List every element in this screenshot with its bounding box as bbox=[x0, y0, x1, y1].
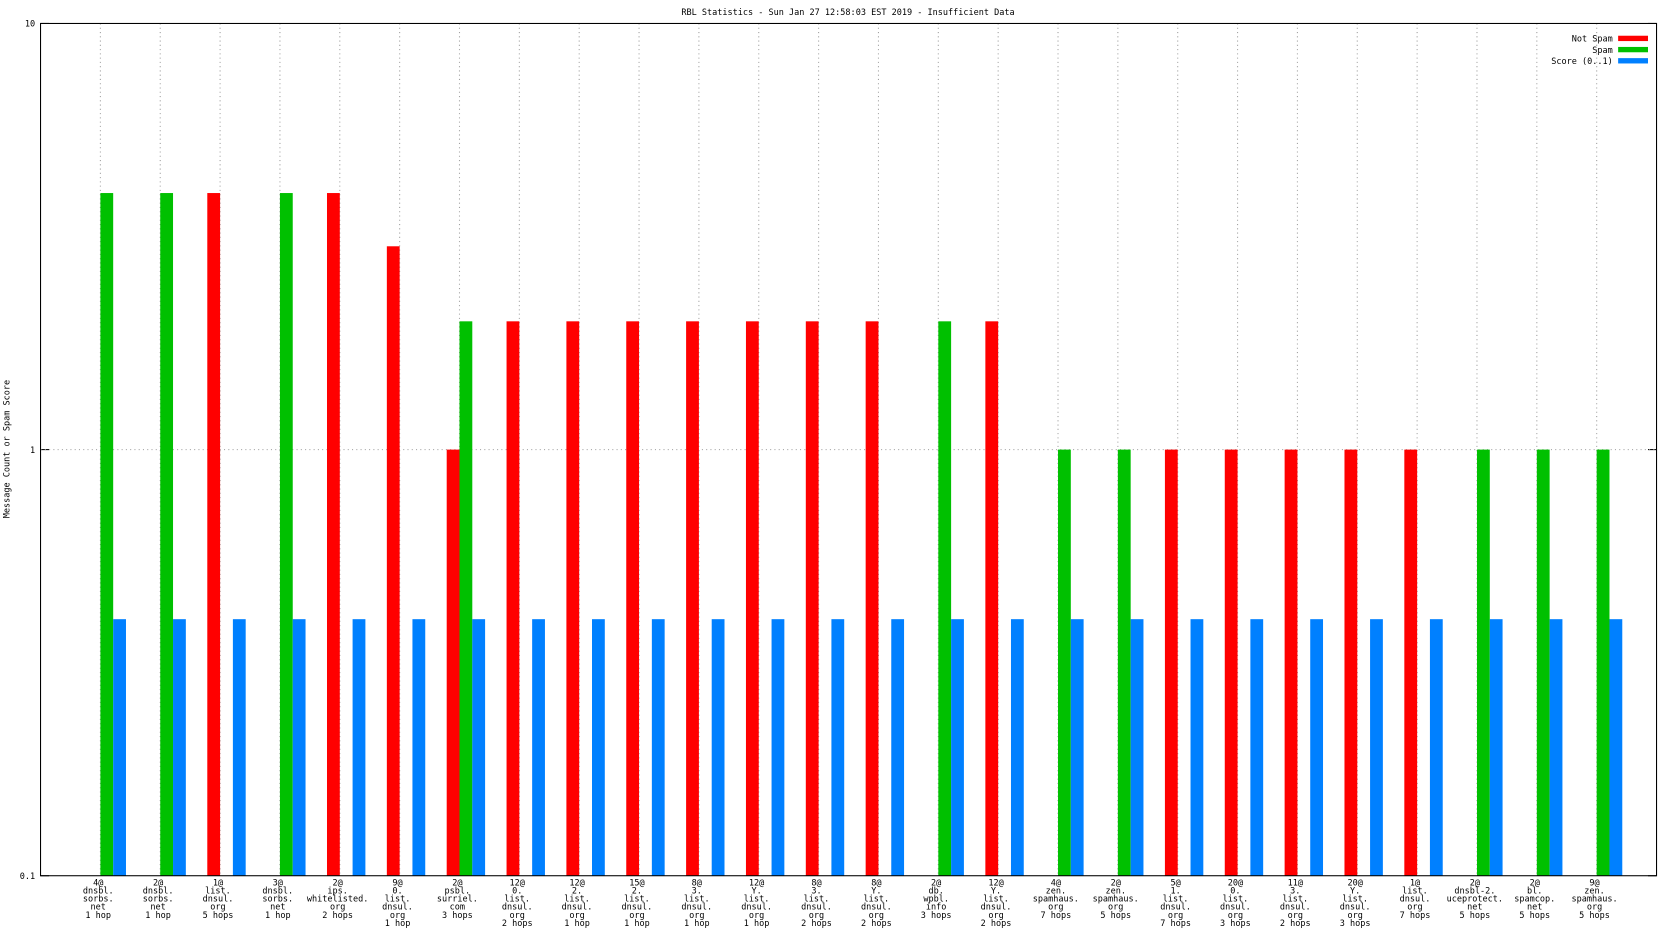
bar bbox=[626, 321, 640, 876]
bar bbox=[938, 321, 952, 876]
bar bbox=[1117, 449, 1131, 876]
y-axis-label: Message Count or Spam Score bbox=[3, 380, 13, 518]
x-tick-label: 2@ bl. spamcop. net 5 hops bbox=[1514, 878, 1555, 920]
bar bbox=[831, 619, 845, 876]
bar bbox=[292, 619, 306, 876]
x-tick-label: 9@ zen. spamhaus. org 5 hops bbox=[1571, 878, 1617, 920]
x-tick-label: 9@ 0. list. dnsul. org 1 hop bbox=[382, 878, 413, 929]
bar bbox=[891, 619, 905, 876]
x-tick-label: 3@ dnsbl. sorbs. net 1 hop bbox=[262, 878, 293, 920]
bar bbox=[1130, 619, 1144, 876]
bar bbox=[1010, 619, 1024, 876]
bar bbox=[805, 321, 819, 876]
x-tick-label: 2@ dnsbl. sorbs. net 1 hop bbox=[143, 878, 174, 920]
bar bbox=[1489, 619, 1503, 876]
bar bbox=[745, 321, 759, 876]
bar bbox=[506, 321, 520, 876]
x-tick-label: 8@ 3. list. dnsul. org 1 hop bbox=[681, 878, 712, 929]
x-tick-label: 12@ 2. list. dnsul. org 1 hop bbox=[562, 878, 593, 929]
bar bbox=[1404, 449, 1418, 876]
bar bbox=[1058, 449, 1071, 876]
x-tick-label: 2@ zen. spamhaus. org 5 hops bbox=[1093, 878, 1139, 920]
bar bbox=[326, 193, 340, 876]
bar bbox=[1224, 449, 1238, 876]
bar bbox=[207, 193, 221, 876]
bar bbox=[532, 619, 545, 876]
legend-label: Spam bbox=[1592, 46, 1613, 56]
x-tick-label: 4@ zen. spamhaus. org 7 hops bbox=[1033, 878, 1079, 920]
bar bbox=[985, 321, 999, 876]
bar bbox=[686, 321, 699, 876]
bar bbox=[459, 321, 473, 876]
y-tick-label: 0.1 bbox=[20, 872, 35, 882]
bar bbox=[1549, 619, 1563, 876]
y-tick-label: 1 bbox=[30, 446, 35, 456]
x-tick-label: 15@ 2. list. dnsul. org 1 hop bbox=[622, 878, 653, 929]
bar bbox=[951, 619, 964, 876]
bar bbox=[1476, 449, 1490, 876]
bar bbox=[160, 193, 174, 876]
x-tick-label: 8@ 3. list. dnsul. org 2 hops bbox=[801, 878, 832, 929]
bar bbox=[1596, 449, 1610, 876]
bar bbox=[472, 619, 486, 876]
bar bbox=[1536, 449, 1550, 876]
x-tick-label: 2@ psbl. surriel. com 3 hops bbox=[437, 878, 478, 920]
x-tick-label: 2@ dnsbl-2. uceprotect. net 5 hops bbox=[1447, 878, 1503, 920]
x-tick-label: 20@ 0. list. dnsul. org 3 hops bbox=[1220, 878, 1251, 929]
bar bbox=[1190, 619, 1204, 876]
bar bbox=[113, 619, 126, 876]
bar bbox=[1370, 619, 1383, 876]
bar bbox=[386, 246, 400, 876]
legend-swatch bbox=[1618, 58, 1648, 64]
bar bbox=[100, 193, 114, 876]
bar bbox=[1284, 449, 1298, 876]
x-tick-label: 20@ Y. list. dnsul. org 3 hops bbox=[1340, 878, 1371, 929]
bar bbox=[446, 449, 460, 876]
bar bbox=[711, 619, 725, 876]
y-tick-label: 10 bbox=[25, 20, 35, 30]
x-tick-label: 1@ list. dnsul. org 7 hops bbox=[1400, 878, 1431, 920]
bar bbox=[173, 619, 186, 876]
bar bbox=[1344, 449, 1358, 876]
bar bbox=[1164, 449, 1178, 876]
x-tick-label: 2@ ips. whitelisted. org 2 hops bbox=[307, 878, 369, 920]
bar bbox=[771, 619, 785, 876]
x-tick-label: 8@ Y. list. dnsul. org 2 hops bbox=[861, 878, 892, 929]
x-tick-label: 4@ dnsbl. sorbs. net 1 hop bbox=[83, 878, 114, 920]
legend-swatch bbox=[1618, 35, 1648, 42]
bar bbox=[412, 619, 426, 876]
bar bbox=[1070, 619, 1084, 876]
bar bbox=[1250, 619, 1264, 876]
bar bbox=[865, 321, 879, 876]
x-tick-label: 1@ list. dnsul. org 5 hops bbox=[203, 878, 234, 920]
x-tick-label: 12@ Y. list. dnsul. org 1 hop bbox=[741, 878, 772, 929]
chart-title: RBL Statistics - Sun Jan 27 12:58:03 EST… bbox=[681, 8, 1014, 18]
legend-swatch bbox=[1618, 46, 1648, 53]
bar bbox=[592, 619, 605, 876]
bar bbox=[1609, 619, 1623, 876]
x-tick-label: 12@ Y. list. dnsul. org 2 hops bbox=[981, 878, 1012, 929]
bar bbox=[352, 619, 366, 876]
x-tick-label: 12@ 0. list. dnsul. org 2 hops bbox=[502, 878, 533, 929]
bar bbox=[232, 619, 246, 876]
bar bbox=[651, 619, 665, 876]
x-tick-label: 5@ 1. list. dnsul. org 7 hops bbox=[1160, 878, 1191, 929]
legend-label: Score (0..1) bbox=[1551, 57, 1613, 67]
bar bbox=[1310, 619, 1324, 876]
bar bbox=[1429, 619, 1443, 876]
x-tick-label: 11@ 3. list. dnsul. org 2 hops bbox=[1280, 878, 1311, 929]
bar bbox=[566, 321, 580, 876]
legend-label: Not Spam bbox=[1572, 35, 1613, 45]
bar bbox=[279, 193, 293, 876]
plot-frame bbox=[40, 22, 1658, 877]
x-tick-label: 2@ db. wpbl. info 3 hops bbox=[921, 878, 952, 920]
